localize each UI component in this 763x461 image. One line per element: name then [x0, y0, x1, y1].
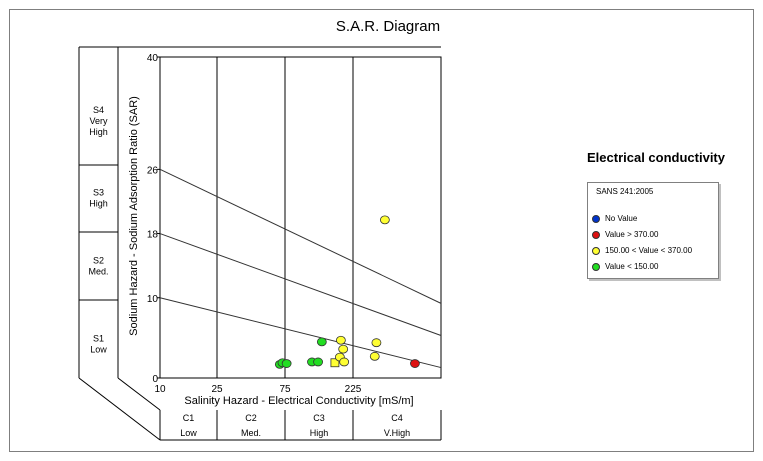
data-points: [274, 215, 420, 369]
legend-label: Value < 150.00: [605, 262, 659, 271]
boundary-line: [159, 233, 442, 336]
salinity-class-label: High: [310, 428, 329, 438]
y-tick-labels: 0 10 18 26 40: [147, 53, 160, 385]
sodium-class-label: High: [89, 127, 108, 137]
legend-box: SANS 241:2005 No Value Value > 370.00 150.…: [587, 182, 719, 279]
x-axis-label: Salinity Hazard - Electrical Conductivit…: [184, 395, 413, 407]
chart-title: S.A.R. Diagram: [336, 18, 440, 35]
legend-item: 150.00 < Value < 370.00: [592, 246, 692, 255]
legend-label: Value > 370.00: [605, 230, 659, 239]
legend-swatch: [592, 230, 600, 239]
sodium-class-label: S2: [93, 256, 104, 266]
y-tick-label: 0: [152, 374, 158, 385]
legend-swatch: [592, 262, 600, 271]
data-point: [316, 337, 327, 347]
legend-swatch: [592, 246, 600, 255]
x-tick-label: 25: [211, 384, 223, 395]
data-point: [371, 338, 382, 348]
legend-item: Value < 150.00: [592, 262, 658, 271]
sodium-class-label: S4: [93, 105, 104, 115]
sodium-class-label: High: [89, 199, 108, 209]
sodium-class-label: S3: [93, 188, 104, 198]
x-tick-label: 10: [154, 384, 166, 395]
salinity-class-code: C2: [245, 413, 257, 423]
salinity-class-code: C3: [313, 413, 325, 423]
salinity-class-code: C4: [391, 413, 403, 423]
x-tick-label: 75: [279, 384, 291, 395]
y-tick-label: 40: [147, 53, 159, 64]
legend-swatch: [592, 214, 600, 223]
salinity-class-code: C1: [183, 413, 195, 423]
data-point: [338, 344, 349, 354]
sodium-class-label: Low: [90, 345, 107, 355]
boundary-line: [159, 297, 442, 369]
y-tick-label: 10: [147, 294, 159, 305]
salinity-class-label: Low: [180, 428, 197, 438]
data-point: [330, 358, 340, 368]
salinity-class-label: Med.: [241, 428, 261, 438]
plot-grid: [216, 57, 354, 378]
y-tick-label: 18: [147, 230, 159, 241]
x-tick-labels: 10 25 75 225: [154, 384, 361, 395]
data-point: [281, 359, 292, 368]
data-point: [369, 351, 380, 361]
x-tick-label: 225: [345, 384, 362, 395]
data-point: [313, 357, 323, 367]
legend-label: 150.00 < Value < 370.00: [605, 246, 693, 255]
sodium-class-label: Med.: [88, 267, 108, 277]
boundary-line: [159, 168, 442, 304]
data-point: [335, 335, 346, 345]
diagram-outline: [78, 46, 442, 441]
data-point: [339, 357, 350, 367]
y-tick-label: 26: [147, 165, 159, 176]
legend-title: Electrical conductivity: [587, 150, 725, 165]
y-axis-label: Sodium Hazard - Sodium Adsorption Ratio …: [128, 96, 140, 336]
legend-item: Value > 370.00: [592, 230, 658, 239]
salinity-class-panel: C1 Low C2 Med. C3 High C4 V.High: [180, 410, 410, 440]
legend-label: No Value: [605, 214, 638, 223]
legend-item: No Value: [592, 214, 637, 223]
sodium-class-label: S1: [93, 334, 104, 344]
sodium-class-label: Very: [89, 116, 108, 126]
salinity-class-label: V.High: [384, 428, 410, 438]
data-point: [379, 215, 390, 225]
sodium-class-panel: [79, 164, 118, 301]
hazard-boundaries: [159, 168, 442, 369]
legend-standard: SANS 241:2005: [596, 187, 654, 196]
data-point: [410, 359, 420, 368]
plot-area: [159, 56, 442, 379]
